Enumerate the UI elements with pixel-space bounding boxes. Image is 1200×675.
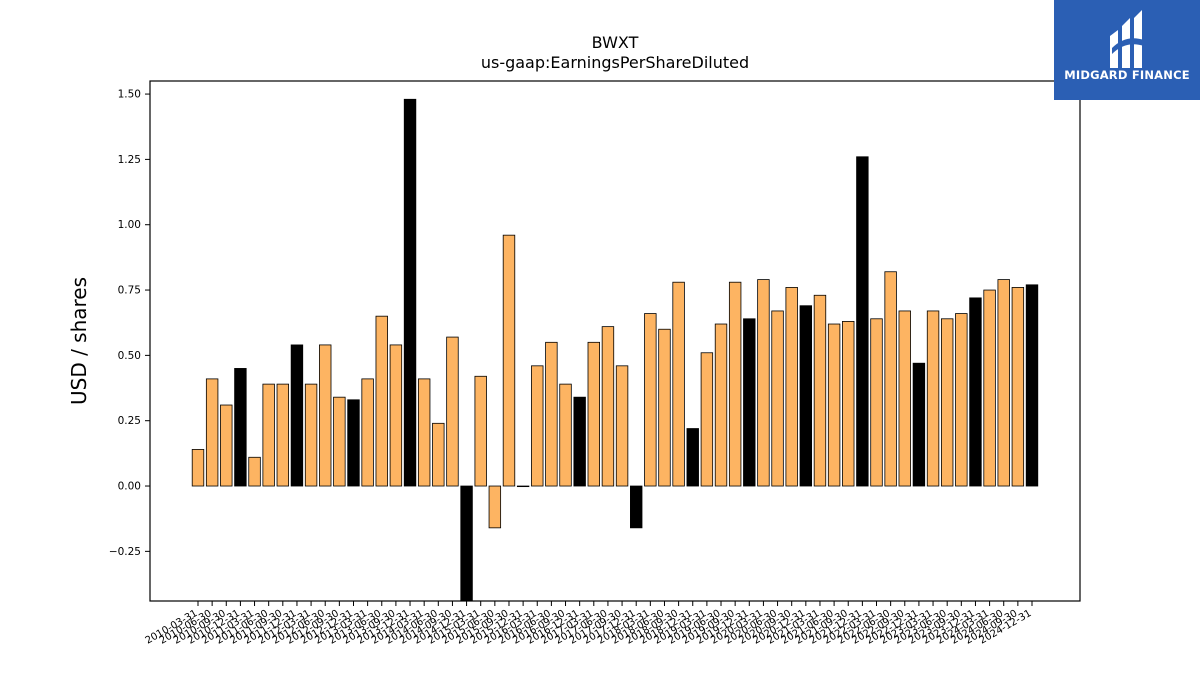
bar-2018-03-31: [644, 313, 657, 487]
bar-2020-06-30: [771, 310, 784, 487]
bar-2019-03-31: [700, 352, 714, 487]
bar-2018-09-30: [672, 281, 685, 487]
bar-2022-12-31: [912, 362, 926, 487]
bar-2015-12-31: [516, 485, 530, 488]
y-axis-label: USD / shares: [67, 277, 91, 405]
bar-2023-03-31: [926, 310, 940, 487]
bar-2017-09-30: [615, 365, 629, 487]
bar-2019-12-31: [743, 318, 756, 487]
bar-2017-12-31: [630, 485, 643, 529]
bar-2020-12-31: [799, 305, 813, 487]
bar-2021-12-31: [856, 156, 869, 487]
bar-2012-03-31: [304, 383, 318, 487]
bar-2023-09-30: [955, 313, 968, 487]
y-tick-label: 0.25: [118, 415, 141, 427]
y-tick-label: 1.50: [118, 89, 141, 101]
bar-2010-09-30: [220, 404, 233, 487]
bar-2018-12-31: [686, 428, 699, 487]
bar-2016-09-30: [559, 383, 572, 487]
bar-2011-09-30: [276, 383, 290, 487]
bar-2021-09-30: [842, 320, 855, 487]
bar-2022-06-30: [884, 271, 897, 487]
bar-2019-09-30: [728, 281, 742, 487]
bar-2013-09-30: [389, 344, 403, 487]
bar-2014-09-30: [446, 336, 459, 487]
y-tick-label: 1.00: [118, 219, 141, 231]
bar-2011-06-30: [262, 383, 275, 487]
brand-name: MIDGARD FINANCE: [1064, 68, 1190, 82]
bar-2013-06-30: [375, 315, 388, 487]
bar-2017-03-31: [587, 341, 600, 487]
x-axis: 2010-03-312010-06-302010-09-302010-12-31…: [144, 601, 1034, 647]
bar-2016-03-31: [531, 365, 544, 487]
bar-2016-06-30: [545, 341, 558, 487]
bar-2011-03-31: [248, 456, 261, 487]
plot-frame: [149, 80, 1081, 602]
bar-2012-12-31: [347, 399, 360, 487]
bar-2024-12-31: [1025, 284, 1039, 487]
y-tick-label: 0.50: [118, 350, 141, 362]
bar-2015-03-31: [474, 375, 487, 487]
bar-2015-09-30: [502, 234, 516, 487]
bar-2021-06-30: [827, 323, 841, 487]
y-tick-label: −0.25: [109, 546, 141, 558]
bar-2014-12-31: [460, 485, 473, 602]
bar-2021-03-31: [813, 294, 827, 487]
bar-2024-09-30: [1011, 287, 1025, 487]
chart-title: BWXT: [592, 33, 639, 52]
bar-2010-03-31: [191, 449, 205, 487]
bar-2010-06-30: [205, 378, 219, 487]
bar-2020-09-30: [785, 287, 798, 487]
bar-2023-06-30: [940, 318, 954, 487]
bars-layer: [191, 98, 1039, 602]
bar-2013-03-31: [361, 378, 374, 487]
bar-2010-12-31: [234, 368, 247, 487]
bar-2012-09-30: [333, 396, 346, 487]
bar-2012-06-30: [319, 344, 332, 487]
bar-2024-06-30: [997, 279, 1010, 487]
bar-2023-12-31: [969, 297, 982, 487]
bar-2016-12-31: [573, 396, 586, 487]
bar-2020-03-31: [757, 279, 770, 487]
bar-2014-06-30: [432, 422, 445, 487]
brand-logo: MIDGARD FINANCE: [1054, 0, 1200, 100]
bar-2017-06-30: [601, 326, 615, 487]
bar-2015-06-30: [488, 485, 502, 529]
bar-2022-03-31: [870, 318, 883, 487]
y-axis: −0.25 0.00 0.25 0.50 0.75 1.00 1.25 1.50: [109, 89, 150, 558]
y-tick-label: 1.25: [118, 154, 141, 166]
bar-2013-12-31: [403, 98, 417, 487]
midgard-logo-icon: [1110, 10, 1144, 68]
bar-2014-03-31: [417, 378, 431, 487]
bar-2019-06-30: [714, 323, 728, 487]
bar-2024-03-31: [983, 289, 996, 487]
chart-subtitle: us-gaap:EarningsPerShareDiluted: [481, 53, 749, 72]
y-tick-label: 0.75: [118, 285, 141, 297]
bar-2011-12-31: [290, 344, 304, 487]
bar-2022-09-30: [898, 310, 911, 487]
bar-2018-06-30: [658, 328, 671, 487]
y-tick-label: 0.00: [118, 481, 141, 493]
